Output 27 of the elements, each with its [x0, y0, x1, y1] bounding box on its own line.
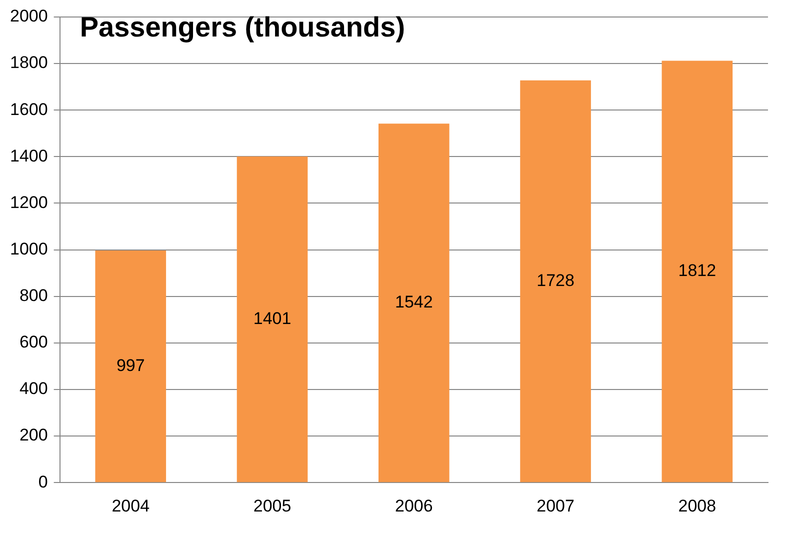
y-tick-label: 1400: [10, 146, 48, 166]
x-tick-label: 2006: [394, 496, 433, 516]
y-tick-label: 600: [19, 332, 48, 352]
data-label: 1542: [394, 292, 433, 312]
x-tick-label: 2007: [536, 496, 574, 516]
data-label: 1401: [253, 308, 292, 328]
bar: [378, 124, 450, 482]
y-tick-label: 1600: [10, 100, 48, 119]
y-tick-label: 1200: [10, 192, 48, 212]
x-tick-label: 2005: [253, 496, 292, 516]
x-tick-label: 2004: [112, 496, 150, 516]
y-tick-label: 1800: [10, 53, 48, 72]
y-tick-label: 0: [38, 472, 48, 492]
data-label: 997: [116, 356, 145, 375]
x-tick-label: 2008: [678, 496, 716, 516]
data-label: 1728: [536, 270, 574, 290]
chart-title: Passengers (thousands): [80, 12, 406, 43]
bar: [95, 250, 166, 482]
y-tick-label: 1000: [10, 239, 48, 258]
y-tick-label: 800: [19, 286, 48, 306]
y-tick-label: 200: [19, 426, 48, 445]
bar: [236, 156, 308, 482]
y-tick-label: 400: [19, 379, 48, 398]
data-label: 1812: [678, 261, 716, 280]
bar: [662, 60, 733, 482]
y-tick-label: 2000: [10, 6, 48, 26]
bar: [520, 80, 591, 482]
